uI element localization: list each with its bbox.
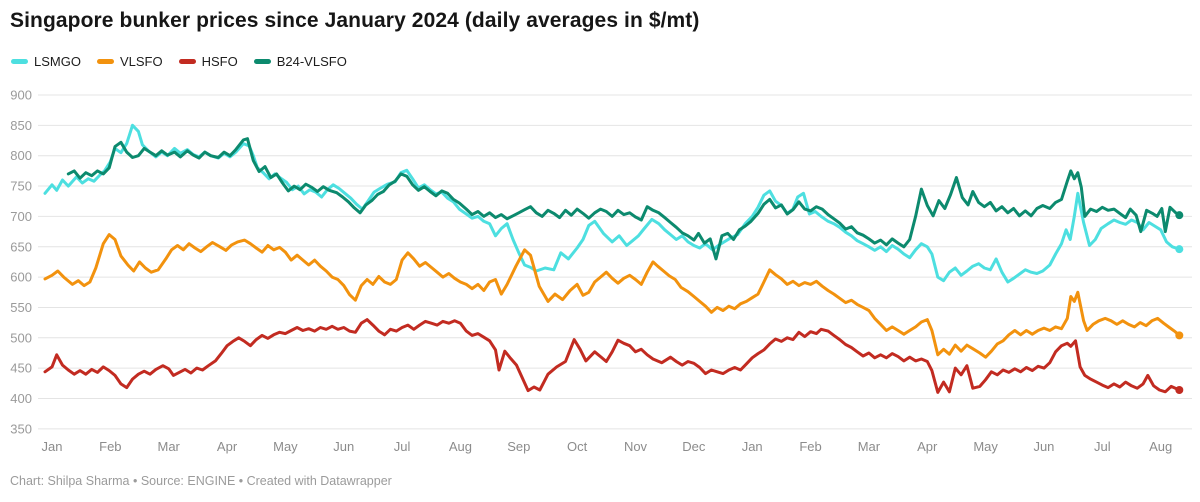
- x-axis-tick-label-2: Mar: [158, 439, 181, 454]
- chart-title: Singapore bunker prices since January 20…: [10, 9, 700, 32]
- x-axis-tick-label-12: Jan: [742, 439, 763, 454]
- series-end-dot-lsmgo[interactable]: [1175, 245, 1184, 254]
- y-axis-tick-label: 400: [10, 391, 32, 406]
- x-axis-tick-label-7: Aug: [449, 439, 472, 454]
- legend-item-hsfo: HSFO: [178, 54, 238, 69]
- legend-swatch-icon: [178, 59, 196, 64]
- x-axis-tick-label-4: May: [273, 439, 298, 454]
- x-axis-tick-label-19: Aug: [1149, 439, 1172, 454]
- series-end-dot-b24-vlsfo[interactable]: [1175, 211, 1184, 220]
- x-axis-tick-label-17: Jun: [1033, 439, 1054, 454]
- x-axis-tick-label-14: Mar: [858, 439, 881, 454]
- legend-swatch-icon: [253, 59, 271, 64]
- y-axis-tick-label: 900: [10, 88, 32, 103]
- legend-item-vlsfo: VLSFO: [96, 54, 163, 69]
- y-axis-tick-label: 350: [10, 421, 32, 436]
- series-end-dot-hsfo[interactable]: [1175, 386, 1184, 395]
- x-axis-tick-label-3: Apr: [217, 439, 238, 454]
- x-axis-tick-label-6: Jul: [394, 439, 411, 454]
- legend-swatch-icon: [11, 59, 28, 64]
- x-axis-tick-label-15: Apr: [917, 439, 938, 454]
- y-axis-tick-label: 500: [10, 330, 32, 345]
- legend-label: VLSFO: [119, 54, 163, 69]
- x-axis-tick-label-18: Jul: [1094, 439, 1111, 454]
- chart-credit: Chart: Shilpa Sharma • Source: ENGINE • …: [10, 474, 392, 488]
- x-axis-tick-label-16: May: [973, 439, 998, 454]
- series-line-lsmgo[interactable]: [43, 123, 1181, 284]
- legend-label: HSFO: [201, 54, 238, 69]
- series-line-vlsfo[interactable]: [43, 233, 1181, 359]
- legend-label: B24-VLSFO: [276, 54, 347, 69]
- x-axis-tick-label-10: Nov: [624, 439, 648, 454]
- y-axis-tick-label: 600: [10, 270, 32, 285]
- series-line-hsfo[interactable]: [43, 318, 1181, 394]
- y-axis-tick-label: 850: [10, 118, 32, 133]
- y-axis-tick-label: 650: [10, 239, 32, 254]
- x-axis-tick-label-0: Jan: [42, 439, 63, 454]
- series-end-dot-vlsfo[interactable]: [1175, 331, 1184, 340]
- x-axis-tick-label-9: Oct: [567, 439, 588, 454]
- series-line-b24-vlsfo[interactable]: [66, 137, 1181, 261]
- y-axis-tick-label: 700: [10, 209, 32, 224]
- y-axis-tick-label: 750: [10, 179, 32, 194]
- x-axis-tick-label-8: Sep: [507, 439, 530, 454]
- legend-item-lsmgo: LSMGO: [11, 54, 81, 69]
- legend-label: LSMGO: [34, 54, 81, 69]
- x-axis-tick-label-5: Jun: [333, 439, 354, 454]
- x-axis-tick-label-11: Dec: [682, 439, 706, 454]
- y-axis-tick-label: 450: [10, 361, 32, 376]
- legend-swatch-icon: [96, 59, 114, 64]
- y-axis-tick-label: 550: [10, 300, 32, 315]
- x-axis-tick-label-13: Feb: [799, 439, 821, 454]
- y-axis-tick-label: 800: [10, 148, 32, 163]
- legend: LSMGO VLSFO HSFO B24-VLSFO: [11, 54, 347, 69]
- x-axis-tick-label-1: Feb: [99, 439, 121, 454]
- legend-item-b24-vlsfo: B24-VLSFO: [253, 54, 347, 69]
